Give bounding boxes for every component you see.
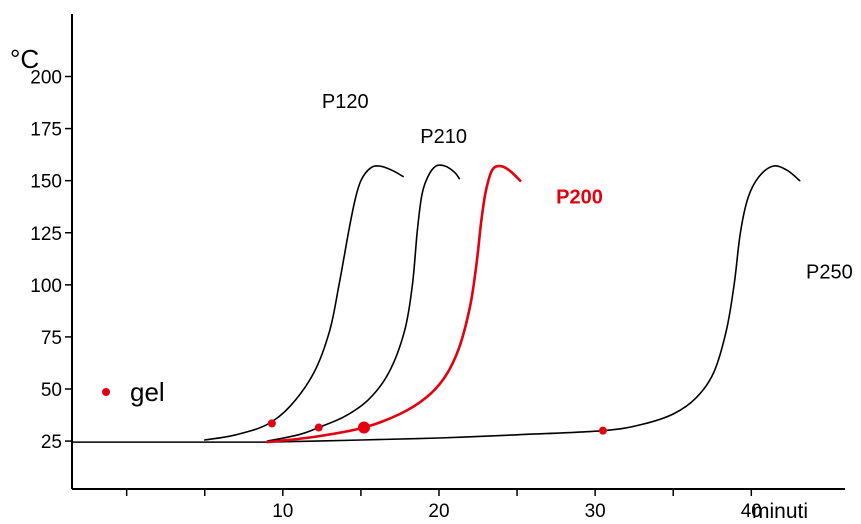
- x-tick-label: 40: [741, 501, 762, 522]
- y-tick-label: 50: [41, 380, 62, 401]
- y-tick-label: 75: [41, 328, 62, 349]
- x-tick-label: 20: [428, 501, 449, 522]
- y-axis-label: °C: [10, 44, 39, 74]
- gel-point-p200: [358, 421, 371, 434]
- gel-point-p120: [267, 419, 276, 428]
- y-tick-label: 200: [30, 68, 62, 89]
- series-label-p210: P210: [420, 126, 467, 148]
- x-tick-label: 30: [585, 501, 606, 522]
- labels: P120 P210 P200 P250: [322, 91, 853, 284]
- series-line-p120: [203, 165, 404, 441]
- legend-gel-label: gel: [130, 377, 165, 407]
- legend: gel: [102, 377, 165, 407]
- y-tick-label: 25: [41, 432, 62, 453]
- series-line-p210: [266, 164, 461, 442]
- series-label-p200: P200: [556, 187, 603, 209]
- series-label-p120: P120: [322, 91, 369, 113]
- series-label-p250: P250: [806, 262, 853, 284]
- x-tick-label: 10: [272, 501, 293, 522]
- ticks: 25 50 75 100 125 150 175 200 10 20 30 40: [30, 68, 762, 523]
- axes: [71, 14, 845, 490]
- y-tick-label: 175: [30, 120, 62, 141]
- series-group: [72, 164, 801, 444]
- legend-gel-marker: [102, 388, 110, 396]
- x-axis-label: minuti: [752, 500, 808, 523]
- gel-point-p250: [598, 426, 607, 435]
- gel-point-p210: [314, 423, 323, 432]
- y-tick-label: 125: [30, 224, 62, 245]
- y-tick-label: 100: [30, 276, 62, 297]
- series-line-p200: [265, 164, 522, 444]
- y-tick-label: 150: [30, 172, 62, 193]
- series-line-p250: [266, 165, 801, 443]
